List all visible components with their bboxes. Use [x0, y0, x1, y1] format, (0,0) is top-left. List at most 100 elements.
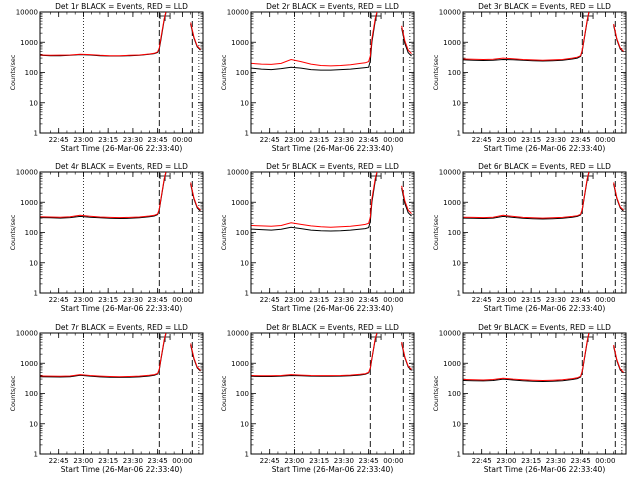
x-axis-label: Start Time (26-Mar-06 22:33:40) — [272, 144, 394, 153]
y-axis-label: Counts/sec — [220, 214, 228, 250]
series-line-lld — [40, 172, 201, 219]
x-tick-label: 00:00 — [383, 136, 403, 144]
plot-frame — [250, 171, 415, 294]
x-tick-label: 23:00 — [73, 457, 93, 465]
x-tick-label: 23:45 — [148, 457, 168, 465]
y-axis-label: Counts/sec — [9, 54, 17, 90]
y-tick-label: 10 — [29, 420, 38, 428]
plot-det-6r: Det 6r BLACK = Events, RED = LLD 1 10 100 10… — [432, 162, 627, 313]
y-tick-label: 10 — [452, 259, 461, 267]
y-tick-label: 100 — [236, 390, 249, 398]
plot-title: Det 3r BLACK = Events, RED = LLD — [478, 2, 611, 11]
x-tick-label: 23:15 — [309, 457, 329, 465]
x-tick-label: 23:15 — [309, 136, 329, 144]
x-tick-label: 23:00 — [496, 136, 516, 144]
x-axis-label: Start Time (26-Mar-06 22:33:40) — [484, 465, 606, 474]
series-line-events — [251, 333, 412, 377]
plot-det-8r: Det 8r BLACK = Events, RED = LLD 1 10 100 10… — [220, 323, 415, 474]
y-tick-label: 100 — [448, 69, 461, 77]
x-tick-label: 23:00 — [496, 457, 516, 465]
x-tick-label: 23:15 — [521, 457, 541, 465]
series-line-events — [463, 333, 624, 383]
series-line-lld — [251, 333, 412, 377]
x-tick-label: 23:45 — [359, 457, 379, 465]
x-tick-label: 23:45 — [571, 136, 591, 144]
series-line-lld — [40, 333, 201, 378]
y-axis-label: Counts/sec — [9, 214, 17, 250]
x-tick-label: 22:45 — [260, 296, 280, 304]
plot-frame — [250, 332, 415, 455]
y-tick-label: 1 — [245, 130, 249, 138]
y-tick-label: 100 — [25, 69, 38, 77]
plot-frame — [462, 332, 627, 455]
series-line-lld — [251, 172, 412, 228]
y-axis-label: Counts/sec — [432, 375, 440, 411]
x-tick-label: 00:00 — [595, 457, 615, 465]
series-line-lld — [40, 12, 201, 57]
x-tick-label: 23:45 — [148, 296, 168, 304]
plot-title: Det 5r BLACK = Events, RED = LLD — [266, 162, 399, 171]
plot-det-1r: Det 1r BLACK = Events, RED = LLD 1 10 100 10… — [9, 2, 204, 153]
y-tick-label: 1000 — [443, 39, 461, 47]
x-tick-label: 22:45 — [472, 457, 492, 465]
y-tick-label: 1000 — [231, 199, 249, 207]
x-tick-label: 00:00 — [595, 296, 615, 304]
x-tick-label: 23:30 — [334, 457, 354, 465]
x-tick-label: 23:30 — [546, 457, 566, 465]
x-axis-label: Start Time (26-Mar-06 22:33:40) — [484, 304, 606, 313]
y-tick-label: 10 — [240, 420, 249, 428]
y-tick-label: 10000 — [439, 9, 461, 17]
y-tick-label: 10000 — [227, 169, 249, 177]
x-tick-label: 23:15 — [521, 296, 541, 304]
plot-det-3r: Det 3r BLACK = Events, RED = LLD 1 10 100 10… — [432, 2, 627, 153]
plot-frame — [462, 171, 627, 294]
x-tick-label: 23:30 — [334, 296, 354, 304]
x-axis-label: Start Time (26-Mar-06 22:33:40) — [272, 304, 394, 313]
y-tick-label: 100 — [236, 229, 249, 237]
x-tick-label: 23:15 — [521, 136, 541, 144]
x-axis-label: Start Time (26-Mar-06 22:33:40) — [61, 304, 183, 313]
x-axis-label: Start Time (26-Mar-06 22:33:40) — [484, 144, 606, 153]
x-tick-label: 00:00 — [172, 457, 192, 465]
x-tick-label: 22:45 — [49, 457, 69, 465]
y-tick-label: 1000 — [20, 39, 38, 47]
y-tick-label: 1 — [457, 451, 461, 459]
y-tick-label: 1 — [34, 451, 38, 459]
plot-frame — [39, 11, 204, 134]
y-tick-label: 1 — [34, 290, 38, 298]
x-tick-label: 23:00 — [73, 136, 93, 144]
y-tick-label: 1 — [34, 130, 38, 138]
plot-frame — [39, 171, 204, 294]
y-tick-label: 10000 — [439, 169, 461, 177]
y-tick-label: 10000 — [16, 330, 38, 338]
y-tick-label: 10000 — [16, 9, 38, 17]
x-tick-label: 22:45 — [260, 457, 280, 465]
x-tick-label: 23:15 — [98, 296, 118, 304]
y-axis-label: Counts/sec — [9, 375, 17, 411]
y-tick-label: 100 — [448, 390, 461, 398]
x-tick-label: 23:45 — [148, 136, 168, 144]
y-tick-label: 10 — [240, 99, 249, 107]
x-tick-label: 22:45 — [472, 136, 492, 144]
y-tick-label: 1 — [457, 130, 461, 138]
x-tick-label: 23:00 — [284, 136, 304, 144]
plot-title: Det 9r BLACK = Events, RED = LLD — [478, 323, 611, 332]
x-tick-label: 23:15 — [98, 457, 118, 465]
y-tick-label: 1 — [457, 290, 461, 298]
y-tick-label: 100 — [448, 229, 461, 237]
x-tick-label: 23:30 — [546, 136, 566, 144]
y-axis-label: Counts/sec — [220, 375, 228, 411]
x-tick-label: 22:45 — [472, 296, 492, 304]
plot-frame — [39, 332, 204, 455]
y-tick-label: 10000 — [439, 330, 461, 338]
x-tick-label: 23:45 — [359, 296, 379, 304]
x-tick-label: 00:00 — [383, 296, 403, 304]
x-axis-label: Start Time (26-Mar-06 22:33:40) — [61, 144, 183, 153]
x-tick-label: 00:00 — [172, 136, 192, 144]
series-line-lld — [251, 12, 412, 67]
series-line-events — [251, 13, 412, 71]
plot-det-9r: Det 9r BLACK = Events, RED = LLD 1 10 100 10… — [432, 323, 627, 474]
plot-title: Det 7r BLACK = Events, RED = LLD — [55, 323, 188, 332]
